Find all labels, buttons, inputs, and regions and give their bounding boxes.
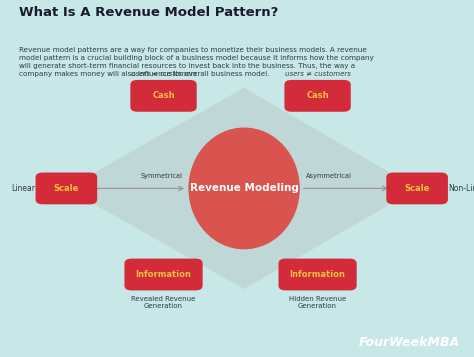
Text: Revenue Modeling: Revenue Modeling (190, 183, 299, 193)
FancyBboxPatch shape (130, 80, 197, 112)
FancyBboxPatch shape (279, 258, 356, 291)
Text: users ≠ customers: users ≠ customers (285, 71, 350, 77)
Text: Scale: Scale (404, 184, 430, 193)
FancyBboxPatch shape (124, 258, 202, 291)
Polygon shape (66, 88, 417, 289)
FancyBboxPatch shape (386, 172, 448, 204)
Text: Hidden Revenue
Generation: Hidden Revenue Generation (289, 296, 346, 309)
Text: users = customers: users = customers (131, 71, 196, 77)
Text: What Is A Revenue Model Pattern?: What Is A Revenue Model Pattern? (19, 6, 278, 20)
Ellipse shape (188, 127, 300, 249)
Text: Information: Information (290, 270, 346, 279)
FancyBboxPatch shape (284, 80, 351, 112)
Text: Cash: Cash (152, 91, 175, 100)
Text: Scale: Scale (54, 184, 79, 193)
Text: Linear: Linear (11, 184, 36, 193)
Text: FourWeekMBA: FourWeekMBA (359, 336, 460, 349)
Text: Revenue model patterns are a way for companies to monetize their business models: Revenue model patterns are a way for com… (19, 47, 374, 77)
Text: Cash: Cash (306, 91, 329, 100)
Text: Non-Linear: Non-Linear (448, 184, 474, 193)
Text: Asymmetrical: Asymmetrical (306, 174, 352, 179)
Text: Information: Information (136, 270, 191, 279)
Text: Revealed Revenue
Generation: Revealed Revenue Generation (131, 296, 196, 309)
FancyBboxPatch shape (36, 172, 97, 204)
Text: Symmetrical: Symmetrical (140, 174, 182, 179)
